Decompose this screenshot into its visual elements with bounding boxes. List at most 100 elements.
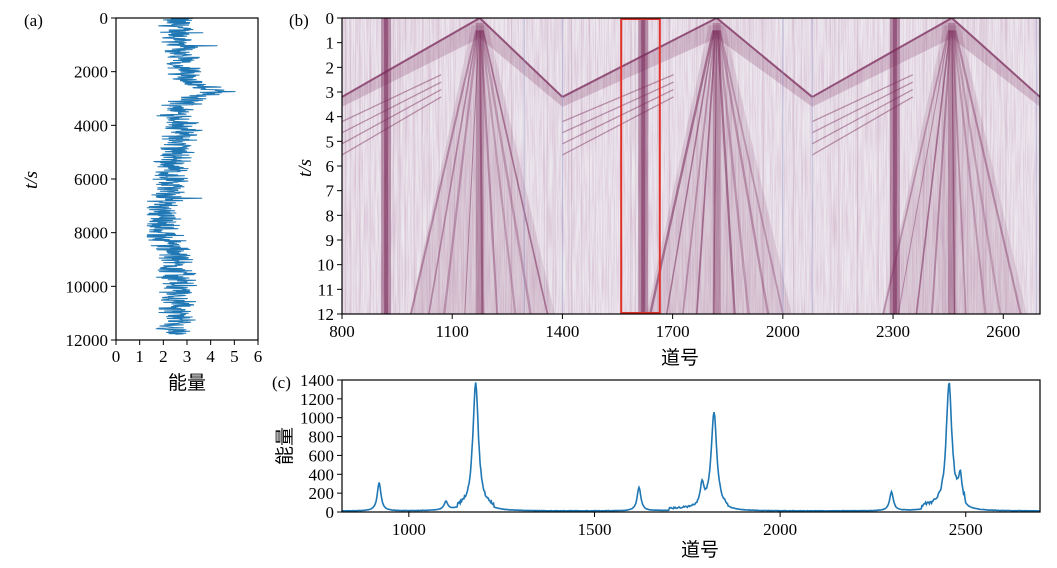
strong-trace-core (384, 18, 389, 314)
refracted-event (811, 81, 914, 134)
refracted-event (342, 96, 442, 156)
panel-a-series (146, 18, 236, 335)
panel-a-y-axis-title: t/s (21, 171, 42, 189)
panel-a-y-tick-label: 10000 (66, 277, 109, 296)
surface-wave-event (930, 30, 952, 314)
panel-c-y-tick-label: 0 (326, 503, 335, 522)
panel-b-x-tick-label: 1400 (545, 322, 579, 341)
panel-a-y-tick-label: 8000 (74, 224, 108, 243)
direct-arrival-wedge (562, 18, 813, 107)
panel-c-y-tick-label: 800 (309, 428, 335, 447)
panel-b-y-tick-label: 1 (326, 34, 335, 53)
panel-b-y-tick-label: 11 (318, 280, 334, 299)
panel-a-x-tick-label: 4 (206, 347, 215, 366)
surface-wave-cone (646, 25, 792, 314)
refracted-event (562, 74, 674, 123)
panel-b-y-tick-label: 4 (326, 108, 335, 127)
panel-c-letter: (c) (272, 373, 291, 392)
panel-a-energy-line (146, 18, 236, 335)
panel-c-series (342, 382, 1040, 512)
panel-b-x-ticks: 800 1100 1400 1700 2000 2300 2600 (329, 314, 1020, 341)
surface-wave-event (951, 30, 956, 314)
panel-c-y-axis-title: 能量 (274, 427, 296, 465)
panel-a-x-tick-label: 2 (159, 347, 168, 366)
panel-a-y-ticks: 0 2000 4000 6000 8000 10000 12000 (66, 9, 116, 350)
surface-wave-event (897, 30, 950, 314)
panel-a-y-tick-label: 2000 (74, 63, 108, 82)
panel-b-x-tick-label: 1100 (436, 322, 469, 341)
surface-wave-event (665, 30, 715, 314)
surface-wave-event (713, 30, 718, 314)
panel-a-letter: (a) (24, 11, 43, 30)
surface-wave-cone (881, 25, 1027, 314)
refracted-event (342, 74, 442, 123)
refracted-event (811, 88, 914, 145)
panel-a-y-tick-label: 0 (100, 9, 109, 28)
refracted-event (811, 74, 914, 123)
panel-b-x-tick-label: 800 (329, 322, 355, 341)
gather-1 (342, 18, 564, 314)
refracted-event (562, 96, 674, 156)
panel-a-y-tick-label: 4000 (74, 116, 108, 135)
panel-b-x-tick-label: 2300 (876, 322, 910, 341)
surface-wave-event (481, 30, 532, 314)
panel-c-x-tick-label: 1000 (392, 520, 426, 539)
refracted-event (342, 81, 442, 134)
panel-b-y-tick-label: 5 (326, 132, 335, 151)
panel-c-y-tick-label: 200 (309, 484, 335, 503)
refracted-event (562, 88, 674, 145)
panel-c-x-ticks: 1000 1500 2000 2500 (392, 512, 983, 539)
panel-c-energy-line (342, 382, 1040, 512)
surface-wave-event (718, 30, 770, 314)
surface-wave-event (428, 30, 479, 314)
direct-arrival-wedge (342, 18, 563, 107)
surface-wave-event (464, 30, 480, 314)
refracted-event (342, 88, 442, 145)
panel-c-y-tick-label: 400 (309, 465, 335, 484)
panel-b-y-tick-label: 10 (317, 256, 334, 275)
surface-wave-event (717, 30, 750, 314)
panel-c-x-tick-label: 1500 (577, 520, 611, 539)
panel-b-x-tick-label: 2600 (986, 322, 1020, 341)
panel-a-y-tick-label: 6000 (74, 170, 108, 189)
gather-2 (561, 18, 813, 314)
panel-b-y-tick-label: 12 (317, 305, 334, 324)
panel-b-seismic-image (342, 18, 1040, 314)
direct-arrival-line (811, 18, 1040, 98)
panel-c-x-axis-title: 道号 (681, 539, 719, 561)
panel-c-y-tick-label: 1400 (300, 371, 334, 390)
surface-wave-event (681, 30, 716, 314)
surface-wave-event (953, 30, 1002, 314)
surface-wave-event (443, 30, 480, 314)
surface-wave-event (882, 30, 950, 314)
panel-a-x-tick-label: 0 (112, 347, 121, 366)
panel-b-highlight-box (620, 18, 661, 314)
panel-b-y-tick-label: 6 (326, 157, 335, 176)
panel-b-y-tick-label: 8 (326, 206, 335, 225)
surface-wave-event (952, 30, 987, 314)
source-trace (712, 22, 721, 314)
surface-wave-event (478, 30, 484, 314)
gather-3 (811, 18, 1040, 314)
surface-wave-event (954, 30, 1022, 314)
direct-arrival-line (561, 18, 813, 98)
surface-wave-event (951, 30, 967, 314)
panel-b-letter: (b) (289, 11, 309, 30)
source-trace (475, 22, 484, 314)
panel-a-y-tick-label: 12000 (66, 331, 109, 350)
panel-b-y-tick-label: 3 (326, 83, 335, 102)
direct-arrival-line (342, 18, 564, 98)
panel-b-x-axis-title: 道号 (661, 347, 699, 369)
surface-wave-event (915, 30, 951, 314)
surface-wave-event (479, 30, 499, 314)
panel-c-y-tick-label: 1000 (300, 409, 334, 428)
refracted-event (811, 96, 914, 156)
surface-wave-event (719, 30, 784, 314)
